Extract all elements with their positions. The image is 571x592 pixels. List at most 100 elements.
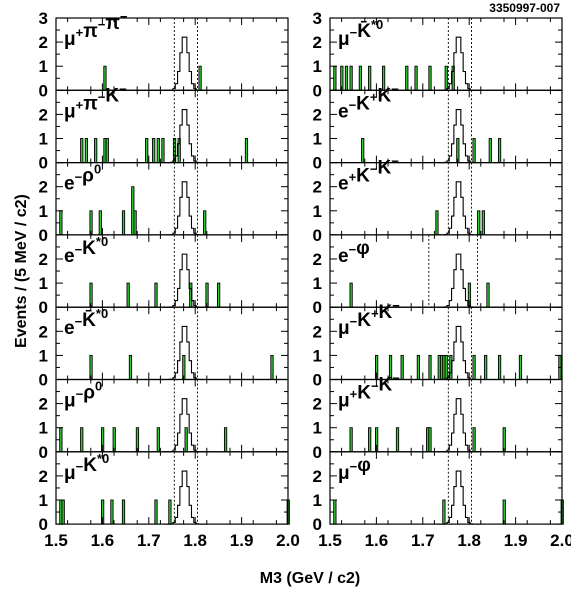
label-particle: μ	[338, 391, 350, 412]
label-charge: +	[350, 387, 358, 402]
y-tick-label: 1	[313, 130, 322, 149]
label-charge: −	[76, 459, 84, 474]
label-particle: e	[338, 174, 349, 195]
data-bar	[497, 138, 502, 164]
y-tick-label: 1	[39, 274, 48, 293]
data-bar	[442, 499, 446, 525]
label-charge: +	[370, 89, 378, 104]
label-particle: K	[379, 375, 393, 396]
figure-code: 3350997-007	[489, 1, 560, 15]
label-charge: −	[350, 314, 358, 329]
label-charge: −	[75, 242, 83, 257]
y-tick-label: 2	[39, 467, 48, 486]
data-bar	[59, 210, 63, 236]
panel-label: e−φ	[338, 238, 370, 267]
label-particle: e	[64, 174, 75, 195]
data-bar	[145, 138, 149, 164]
data-bar	[105, 138, 109, 164]
panel-11: 012 μ−K+K−	[313, 298, 563, 390]
label-particle: e	[338, 246, 349, 267]
data-bar	[270, 354, 274, 380]
y-tick-label: 0	[39, 154, 48, 173]
data-bar	[472, 354, 476, 380]
label-particle: K	[356, 166, 370, 187]
panel-6: 0 1 2 1.5 1.6 1.7 1.8 1.9 2.0 μ−K*0	[39, 451, 300, 550]
y-tick-label: 1	[313, 346, 322, 365]
y-tick-label: 1	[39, 57, 48, 76]
data-bar	[121, 210, 126, 236]
label-particle: μ	[338, 318, 350, 339]
y-tick-label: 3	[313, 9, 322, 28]
y-tick-label: 2	[313, 322, 322, 341]
signal-mc-curve	[163, 325, 208, 381]
label-particle: μ	[338, 29, 350, 50]
panel-label: e−K+K−	[338, 81, 399, 122]
label-particle: K	[357, 383, 371, 404]
data-bar	[395, 427, 400, 453]
data-bar	[184, 427, 188, 453]
data-bar	[518, 354, 523, 380]
data-bar	[61, 499, 65, 525]
data-bar	[488, 138, 492, 164]
data-bar	[198, 65, 202, 91]
label-charge: −	[98, 89, 106, 104]
label-charge: −	[76, 387, 84, 402]
data-bar	[428, 427, 432, 453]
label-particle: μ	[64, 463, 76, 484]
data-bar	[156, 138, 160, 164]
data-bar	[405, 65, 409, 91]
y-tick-label: 0	[39, 226, 48, 245]
label-particle: μ	[64, 29, 76, 50]
y-tick-label: 1	[313, 419, 322, 438]
x-tick-label: 1.5	[44, 531, 68, 550]
y-tick-label: 0	[313, 443, 322, 462]
label-particle: e	[64, 246, 75, 267]
signal-mc-curve	[437, 181, 482, 236]
label-charge: −	[98, 17, 106, 32]
label-charge: −	[119, 81, 127, 96]
data-bar	[133, 210, 137, 236]
x-tick-label: 1.8	[183, 531, 207, 550]
y-tick-label: 2	[313, 250, 322, 269]
data-bar	[428, 65, 432, 91]
y-tick-label: 0	[39, 81, 48, 100]
data-bar	[444, 65, 448, 91]
label-charge: −	[391, 154, 399, 169]
x-tick-label: 1.6	[91, 531, 115, 550]
y-axis-title: Events / (5 MeV / c2)	[13, 194, 30, 348]
label-charge: −	[349, 242, 357, 257]
y-tick-label: 0	[313, 154, 322, 173]
data-bar	[203, 210, 207, 236]
y-tick-label: 0	[313, 298, 322, 317]
data-bar	[472, 427, 476, 453]
panel-label: e−ρ0	[64, 162, 101, 195]
signal-mc-curve	[437, 36, 482, 91]
label-particle: K	[378, 158, 392, 179]
data-bar	[217, 282, 221, 308]
data-bar	[349, 65, 353, 91]
label-particle: K̄	[82, 310, 96, 331]
label-charge: −	[370, 162, 378, 177]
label-charge: +	[76, 25, 84, 40]
y-tick-label: 0	[313, 226, 322, 245]
label-particle: K̄	[357, 21, 371, 42]
data-bar	[477, 210, 481, 236]
label-particle: π	[105, 13, 120, 34]
panel-5: 012 μ−ρ0	[39, 379, 289, 462]
y-tick-label: 0	[313, 371, 322, 390]
data-bar	[472, 138, 476, 164]
data-bar	[333, 65, 337, 91]
label-particle: e	[338, 101, 349, 122]
label-charge: −	[349, 97, 357, 112]
data-bar	[497, 354, 502, 380]
label-particle: μ	[338, 463, 350, 484]
data-bar	[414, 65, 418, 91]
data-bar	[428, 354, 432, 380]
x-tick-label: 1.5	[318, 531, 342, 550]
y-tick-label: 2	[313, 33, 322, 52]
y-tick-label: 0	[39, 443, 48, 462]
